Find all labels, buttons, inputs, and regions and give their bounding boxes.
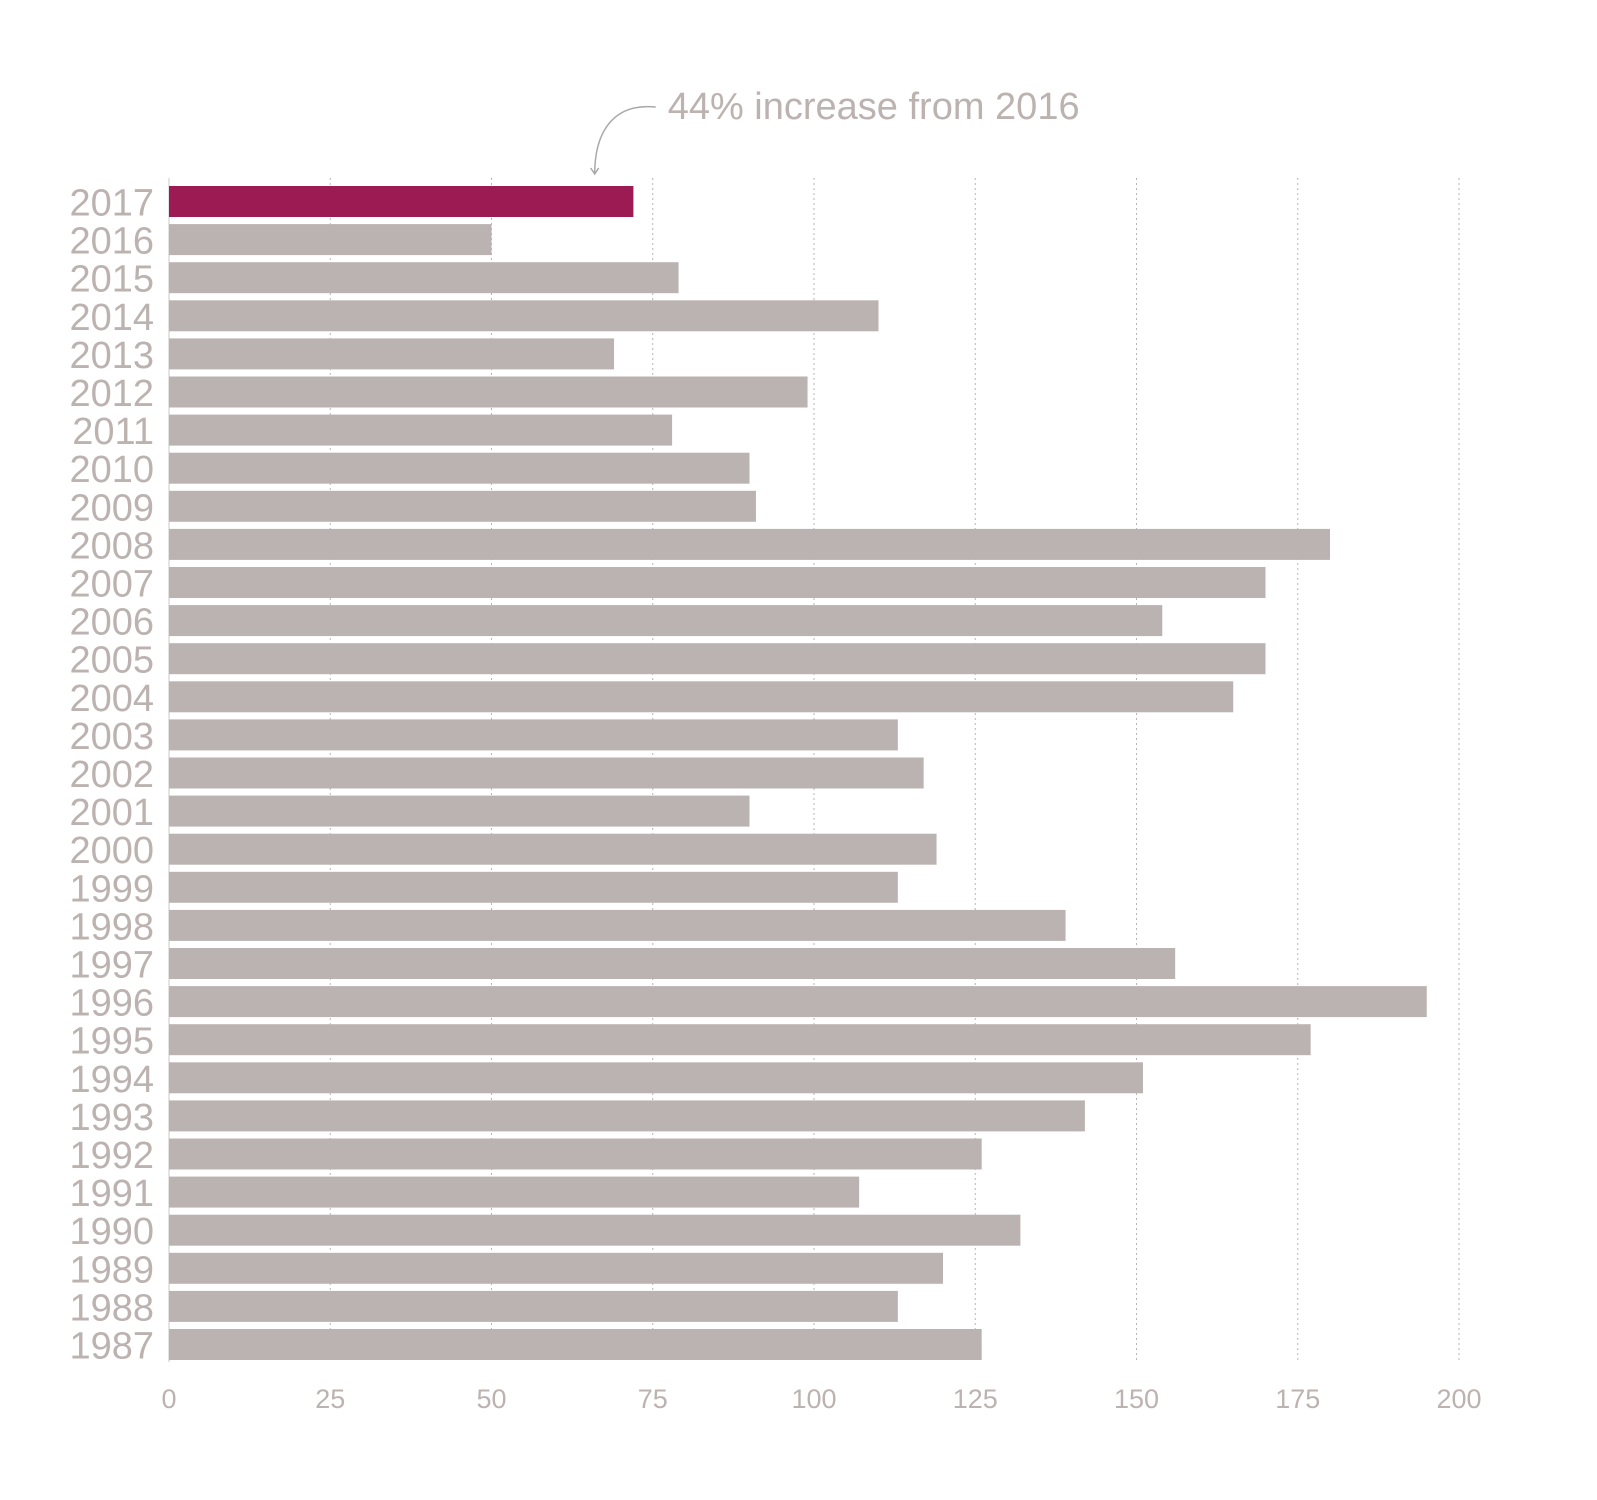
y-tick-label-2010: 2010 — [69, 449, 154, 491]
bar-2005 — [169, 643, 1266, 675]
y-tick-label-2015: 2015 — [69, 259, 154, 301]
x-tick-label-25: 25 — [315, 1384, 345, 1414]
y-tick-label-1993: 1993 — [69, 1097, 154, 1139]
y-tick-label-1999: 1999 — [69, 868, 154, 910]
year-label-layer: 2017201620152014201320122011201020092008… — [69, 183, 154, 1368]
y-tick-label-2005: 2005 — [69, 640, 154, 682]
x-tick-label-100: 100 — [791, 1384, 836, 1414]
y-tick-label-2007: 2007 — [69, 564, 154, 606]
x-tick-label-50: 50 — [476, 1384, 506, 1414]
bar-2009 — [169, 490, 756, 522]
bar-1997 — [169, 948, 1176, 979]
y-tick-label-2002: 2002 — [69, 754, 154, 796]
bar-2008 — [169, 528, 1330, 560]
bar-2014 — [169, 300, 879, 332]
y-tick-label-2014: 2014 — [69, 297, 154, 339]
bar-1989 — [169, 1252, 943, 1284]
bar-2013 — [169, 338, 615, 370]
bar-2015 — [169, 262, 679, 294]
y-tick-label-2001: 2001 — [69, 792, 154, 834]
bar-2002 — [169, 757, 924, 789]
bar-1999 — [169, 871, 898, 903]
annotation-arrowhead-icon — [590, 167, 600, 176]
bar-2012 — [169, 376, 808, 408]
bar-1993 — [169, 1100, 1085, 1132]
y-tick-label-2004: 2004 — [69, 678, 154, 720]
bar-1988 — [169, 1290, 898, 1322]
y-tick-label-1990: 1990 — [69, 1211, 154, 1253]
bar-1994 — [169, 1062, 1143, 1094]
bar-2007 — [169, 567, 1266, 598]
y-tick-label-2008: 2008 — [69, 525, 154, 567]
bar-1996 — [169, 986, 1427, 1018]
y-tick-label-1988: 1988 — [69, 1287, 154, 1329]
bar-2016 — [169, 224, 492, 256]
y-tick-label-1987: 1987 — [69, 1326, 154, 1368]
x-tick-label-200: 200 — [1436, 1384, 1481, 1414]
bar-1998 — [169, 909, 1066, 941]
y-tick-label-1989: 1989 — [69, 1249, 154, 1291]
bar-2011 — [169, 414, 673, 446]
annotation-arrow — [593, 105, 656, 175]
bar-1992 — [169, 1138, 982, 1170]
annotation-layer: 44% increase from 2016 — [590, 86, 1080, 176]
x-tick-label-75: 75 — [638, 1384, 668, 1414]
bar-layer — [169, 186, 1427, 1360]
y-tick-label-1994: 1994 — [69, 1059, 154, 1101]
x-tick-label-150: 150 — [1114, 1384, 1159, 1414]
y-tick-label-1997: 1997 — [69, 945, 154, 987]
y-tick-label-2003: 2003 — [69, 716, 154, 758]
tick-label-layer: 0 25 50 75 100 125 150 175 200 — [161, 1384, 1481, 1414]
bar-1991 — [169, 1176, 860, 1208]
bar-2004 — [169, 681, 1234, 713]
y-tick-label-2006: 2006 — [69, 602, 154, 644]
y-tick-label-2009: 2009 — [69, 487, 154, 529]
y-tick-label-2012: 2012 — [69, 373, 154, 415]
y-tick-label-1995: 1995 — [69, 1021, 154, 1063]
y-tick-label-2017: 2017 — [69, 183, 154, 225]
bar-1987 — [169, 1329, 982, 1360]
x-tick-label-175: 175 — [1275, 1384, 1320, 1414]
annotation-text: 44% increase from 2016 — [668, 86, 1080, 128]
y-tick-label-2000: 2000 — [69, 830, 154, 872]
y-tick-label-2016: 2016 — [69, 221, 154, 263]
bar-2010 — [169, 452, 750, 484]
y-tick-label-2013: 2013 — [69, 335, 154, 377]
y-tick-label-1991: 1991 — [69, 1173, 154, 1215]
bar-2001 — [169, 795, 750, 827]
y-tick-label-1996: 1996 — [69, 983, 154, 1025]
bar-2006 — [169, 605, 1163, 637]
x-tick-label-125: 125 — [953, 1384, 998, 1414]
y-tick-label-1992: 1992 — [69, 1135, 154, 1177]
y-tick-label-2011: 2011 — [72, 411, 154, 453]
y-tick-label-1998: 1998 — [69, 906, 154, 948]
bar-2000 — [169, 833, 937, 865]
bar-2003 — [169, 719, 898, 751]
x-tick-label-0: 0 — [161, 1384, 176, 1414]
bar-1995 — [169, 1024, 1311, 1056]
bar-1990 — [169, 1214, 1021, 1246]
bar-2017 — [169, 186, 634, 217]
